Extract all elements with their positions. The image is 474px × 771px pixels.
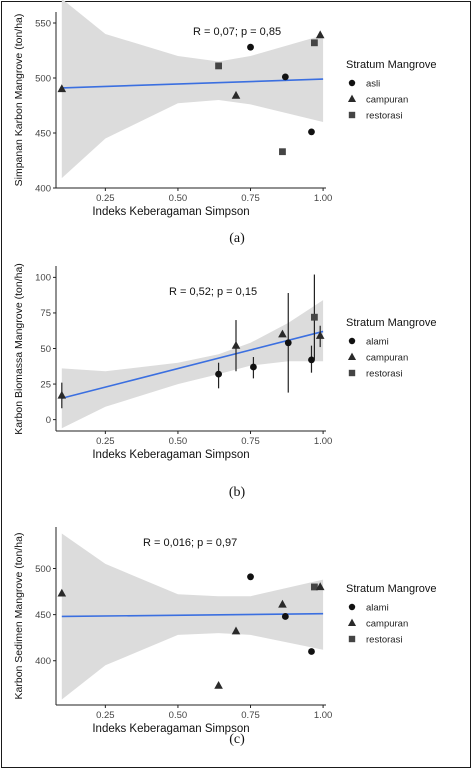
y-tick-label-2: 450 (35, 128, 51, 139)
data-point-2 (281, 73, 289, 81)
y-tick-label-1: 0 (46, 415, 51, 426)
data-point-7 (308, 356, 315, 364)
data-point-7 (308, 648, 315, 655)
legend-label-campuran: campuran (366, 95, 408, 106)
legend-title: Stratum Mangrove (346, 583, 436, 595)
x-tick-label-3: 0.75 (241, 193, 260, 204)
y-tick-label-4: 550 (35, 18, 51, 29)
stat-annotation: R = 0,016; p = 0,97 (143, 537, 237, 549)
data-point-2 (215, 370, 222, 378)
legend-marker-asli (348, 79, 356, 87)
data-point-1 (57, 588, 67, 597)
y-tick-label-4: 75 (40, 308, 51, 319)
data-point-9 (315, 331, 325, 339)
data-point-5 (231, 90, 241, 99)
legend-label-restorasi: restorasi (366, 635, 402, 646)
y-tick-label-2: 25 (40, 379, 51, 390)
x-tick-label-4: 1.00 (314, 710, 333, 721)
x-tick-label-4: 1.00 (314, 193, 333, 204)
legend-marker-restorasi (348, 111, 356, 119)
y-tick-label-1: 400 (35, 656, 51, 667)
y-tick-label-5: 100 (35, 273, 51, 284)
data-point-3 (231, 626, 241, 635)
data-point-4 (250, 363, 257, 371)
data-point-7 (215, 62, 222, 70)
data-point-8 (310, 313, 318, 321)
data-point-2 (214, 680, 223, 689)
legend-marker-restorasi (348, 369, 356, 377)
y-tick-label-1: 400 (35, 183, 51, 194)
legend-marker-restorasi (348, 635, 356, 643)
panel-caption: (a) (229, 231, 245, 246)
x-tick-label-2: 0.50 (169, 436, 188, 447)
data-point-8 (310, 583, 318, 591)
confidence-band (61, 533, 324, 700)
x-axis-label: Indeks Keberagaman Simpson (92, 449, 249, 461)
x-axis-label: Indeks Keberagaman Simpson (92, 206, 249, 218)
confidence-band (61, 0, 324, 179)
y-axis-label: Karbon Sedimen Mangrove (ton/ha) (13, 533, 25, 700)
x-tick-label-2: 0.50 (169, 710, 188, 721)
data-point-5 (278, 599, 287, 608)
data-point-9 (315, 582, 325, 591)
legend-label-restorasi: restorasi (366, 111, 402, 122)
legend: Stratum Mangrove alami campuran restorasi (346, 583, 436, 646)
x-tick-label-3: 0.75 (241, 436, 260, 447)
chart-panel-3: 0.25 0.50 0.75 1.00 400 450 500 Indeks Keberaga… (13, 527, 436, 747)
legend-label-restorasi: restorasi (366, 369, 402, 380)
data-point-3 (308, 128, 315, 136)
data-point-6 (284, 339, 292, 347)
legend-label-alami: alami (366, 337, 389, 348)
x-tick-label-3: 0.75 (241, 710, 260, 721)
legend-marker-campuran (347, 94, 357, 102)
data-point-3 (231, 340, 241, 349)
legend-label-campuran: campuran (366, 353, 408, 364)
x-tick-label-1: 0.25 (96, 193, 115, 204)
y-axis-label: Simpanan Karbon Mangrove (ton/ha) (13, 14, 25, 187)
legend-marker-alami (348, 337, 356, 345)
data-point-4 (57, 84, 67, 93)
x-tick-label-1: 0.25 (96, 710, 115, 721)
legend-marker-campuran (347, 352, 357, 360)
legend-label-campuran: campuran (366, 619, 408, 630)
data-point-1 (57, 390, 67, 399)
x-tick-label-1: 0.25 (96, 436, 115, 447)
legend-title: Stratum Mangrove (346, 59, 436, 71)
panel-caption: (b) (229, 485, 246, 500)
legend-marker-alami (348, 603, 356, 611)
y-tick-label-2: 450 (35, 610, 51, 621)
stat-annotation: R = 0,07; p = 0,85 (193, 26, 281, 38)
chart-panel-1: 0.25 0.50 0.75 1.00 400 450 500 550 Indeks Keber… (13, 0, 436, 246)
x-tick-label-2: 0.50 (169, 193, 188, 204)
data-point-6 (315, 30, 325, 39)
y-tick-label-3: 50 (40, 344, 51, 355)
legend-title: Stratum Mangrove (346, 317, 436, 329)
trend-line (61, 330, 324, 400)
data-point-8 (279, 148, 286, 156)
y-axis-label: Karbon Biomassa Mangrove (ton/ha) (13, 263, 25, 435)
legend: Stratum Mangrove alami campuran restorasi (346, 317, 436, 380)
x-tick-label-4: 1.00 (314, 436, 333, 447)
chart-panel-2: 0.25 0.50 0.75 1.00 0 25 50 75 100 Indeks Keberag… (13, 263, 436, 500)
data-point-1 (247, 43, 254, 51)
trend-line (61, 78, 324, 89)
stat-annotation: R = 0,52; p = 0,15 (169, 286, 257, 298)
legend: Stratum Mangrove asli campuran restorasi (346, 59, 436, 122)
panel-caption: (c) (229, 732, 245, 747)
y-tick-label-3: 500 (35, 73, 51, 84)
legend-label-asli: asli (366, 79, 380, 90)
x-axis-label: Indeks Keberagaman Simpson (92, 723, 249, 735)
trend-line (61, 612, 324, 618)
legend-marker-campuran (347, 618, 357, 626)
data-point-6 (281, 613, 289, 620)
data-point-4 (247, 573, 254, 581)
data-point-9 (310, 39, 318, 47)
y-tick-label-3: 500 (35, 564, 51, 575)
legend-label-alami: alami (366, 603, 389, 614)
data-point-5 (278, 329, 287, 338)
